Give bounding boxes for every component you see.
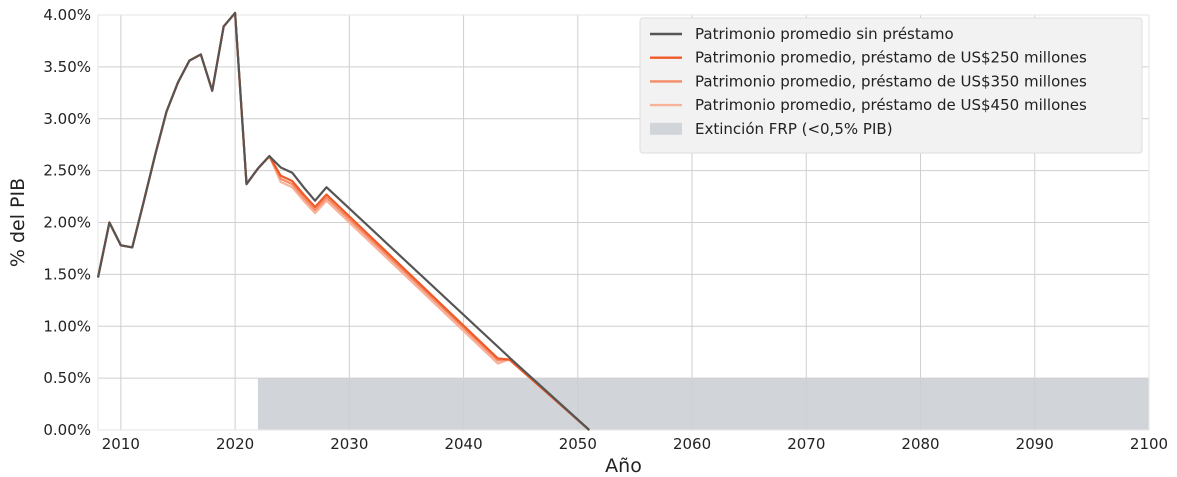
x-tick-label: 2080 — [901, 435, 939, 453]
x-tick-label: 2070 — [787, 435, 825, 453]
shaded-region-extincion — [257, 378, 1149, 430]
series-layer — [96, 11, 590, 431]
y-tick-label: 1.50% — [43, 265, 91, 283]
y-tick-label: 2.50% — [43, 162, 91, 180]
x-tick-label: 2030 — [330, 435, 368, 453]
x-tick-label: 2060 — [673, 435, 711, 453]
y-tick-label: 1.00% — [43, 317, 91, 335]
x-tick-label: 2020 — [216, 435, 254, 453]
x-tick-label: 2100 — [1130, 435, 1168, 453]
shaded-region-layer — [257, 378, 1149, 430]
x-tick-label: 2010 — [102, 435, 140, 453]
x-axis-title: Año — [605, 455, 642, 477]
y-tick-label: 0.00% — [43, 421, 91, 439]
legend-swatch-patch — [650, 122, 682, 135]
legend-label: Patrimonio promedio, préstamo de US$250 … — [695, 49, 1087, 67]
x-tick-labels: 2010 2020 2030 2040 2050 2060 2070 2080 2090 2100 — [102, 435, 1168, 453]
y-tick-labels: 0.00% 0.50% 1.00% 1.50% 2.00% 2.50% 3.00% 3.50%… — [43, 6, 91, 439]
legend-label: Patrimonio promedio sin préstamo — [695, 25, 954, 43]
legend-label: Extinción FRP (<0,5% PIB) — [695, 120, 893, 138]
legend: Patrimonio promedio sin préstamo Patrimon… — [639, 17, 1143, 154]
y-tick-label: 3.00% — [43, 110, 91, 128]
legend-label: Patrimonio promedio, préstamo de US$450 … — [695, 96, 1087, 114]
legend-label: Patrimonio promedio, préstamo de US$350 … — [695, 72, 1087, 90]
legend-box — [639, 17, 1143, 154]
y-tick-label: 4.00% — [43, 6, 91, 24]
x-tick-label: 2050 — [559, 435, 597, 453]
x-tick-label: 2090 — [1016, 435, 1054, 453]
series-line-0 — [96, 11, 590, 431]
y-axis-title: % del PIB — [7, 178, 29, 267]
y-tick-label: 2.00% — [43, 214, 91, 232]
plot-frame — [97, 14, 1150, 431]
x-tick-label: 2040 — [444, 435, 482, 453]
y-tick-label: 0.50% — [43, 369, 91, 387]
y-tick-label: 3.50% — [43, 58, 91, 76]
